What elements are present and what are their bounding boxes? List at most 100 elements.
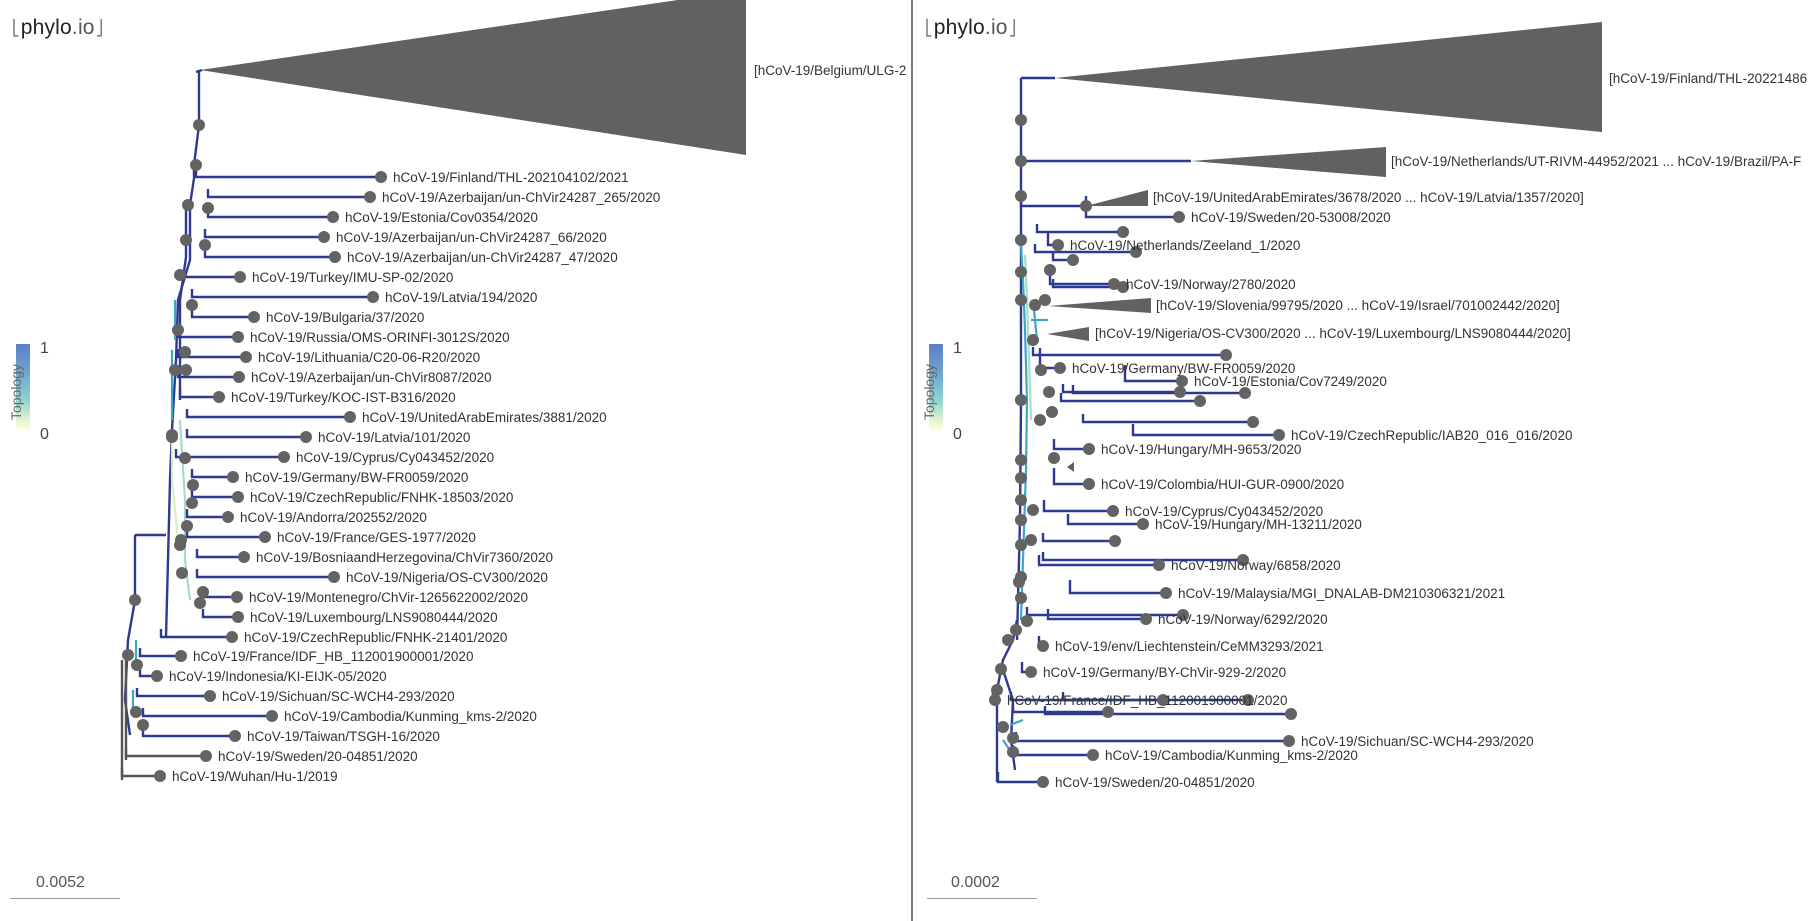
leaf-label[interactable]: hCoV-19/Netherlands/Zeeland_1/2020: [1070, 238, 1300, 253]
tree-node[interactable]: [1273, 429, 1285, 441]
tree-node[interactable]: [179, 452, 191, 464]
leaf-label[interactable]: hCoV-19/Montenegro/ChVir-1265622002/2020: [249, 590, 528, 605]
tree-node[interactable]: [175, 534, 187, 546]
leaf-label[interactable]: hCoV-19/Sweden/20-04851/2020: [1055, 775, 1255, 790]
tree-node[interactable]: [174, 269, 186, 281]
collapsed-clade-label[interactable]: [hCoV-19/UnitedArabEmirates/3678/2020 ..…: [1153, 190, 1584, 205]
tree-node[interactable]: [179, 346, 191, 358]
leaf-label[interactable]: hCoV-19/Cambodia/Kunming_kms-2/2020: [284, 709, 537, 724]
tree-node[interactable]: [1067, 254, 1079, 266]
branch[interactable]: [176, 349, 246, 359]
leaf-label[interactable]: hCoV-19/Russia/OMS-ORINFI-3012S/2020: [250, 330, 510, 345]
leaf-label[interactable]: hCoV-19/Latvia/194/2020: [385, 290, 537, 305]
tree-node[interactable]: [187, 479, 199, 491]
tree-node[interactable]: [190, 159, 202, 171]
tree-node[interactable]: [186, 497, 198, 509]
branch[interactable]: [1081, 414, 1253, 424]
tree-node[interactable]: [1140, 613, 1152, 625]
tree-node[interactable]: [1048, 452, 1060, 464]
tree-node[interactable]: [129, 594, 141, 606]
tree-node[interactable]: [278, 451, 290, 463]
tree-node[interactable]: [1237, 554, 1249, 566]
leaf-label[interactable]: hCoV-19/Latvia/101/2020: [318, 430, 470, 445]
tree-node[interactable]: [1153, 559, 1165, 571]
tree-node[interactable]: [318, 231, 330, 243]
tree-node[interactable]: [232, 611, 244, 623]
branch[interactable]: [1061, 384, 1180, 394]
leaf-label[interactable]: hCoV-19/Germany/BW-FR0059/2020: [1072, 361, 1295, 376]
branch[interactable]: [1046, 609, 1146, 621]
leaf-label[interactable]: hCoV-19/Norway/6292/2020: [1158, 612, 1328, 627]
tree-node[interactable]: [1160, 587, 1172, 599]
branch[interactable]: [159, 629, 232, 639]
collapsed-clade-triangle[interactable]: [1055, 22, 1602, 132]
collapsed-clade-triangle[interactable]: [1067, 462, 1074, 472]
tree-node[interactable]: [1044, 264, 1056, 276]
leaf-label[interactable]: hCoV-19/CzechRepublic/IAB20_016_016/2020: [1291, 428, 1572, 443]
leaf-label[interactable]: hCoV-19/Azerbaijan/un-ChVir24287_47/2020: [347, 250, 618, 265]
branch[interactable]: [124, 748, 206, 758]
collapsed-clade-triangle[interactable]: [200, 0, 746, 155]
leaf-label[interactable]: hCoV-19/Colombia/HUI-GUR-0900/2020: [1101, 477, 1344, 492]
leaf-label[interactable]: hCoV-19/Sweden/20-04851/2020: [218, 749, 418, 764]
branch[interactable]: [178, 389, 219, 399]
branch[interactable]: [1037, 555, 1159, 567]
tree-node[interactable]: [180, 234, 192, 246]
branch[interactable]: [185, 509, 228, 519]
branch[interactable]: [203, 249, 335, 259]
tree-node[interactable]: [1174, 386, 1186, 398]
collapsed-clade-triangle[interactable]: [1047, 327, 1089, 341]
phylogenetic-tree-left[interactable]: [hCoV-19/Belgium/ULG-2 hCoV-19/Finland/T…: [0, 0, 911, 921]
tree-node[interactable]: [1194, 395, 1206, 407]
tree-node[interactable]: [1137, 518, 1149, 530]
tree-node[interactable]: [1025, 534, 1037, 546]
tree-node[interactable]: [233, 371, 245, 383]
branch[interactable]: [190, 489, 238, 499]
tree-node[interactable]: [1039, 294, 1051, 306]
tree-node[interactable]: [234, 271, 246, 283]
tree-node[interactable]: [1108, 278, 1120, 290]
tree-node[interactable]: [1107, 505, 1119, 517]
branch[interactable]: [190, 289, 373, 299]
tree-node[interactable]: [1083, 443, 1095, 455]
branch[interactable]: [1041, 552, 1243, 562]
branch[interactable]: [190, 469, 233, 479]
tree-node[interactable]: [200, 750, 212, 762]
tree-node[interactable]: [1117, 226, 1129, 238]
leaf-label[interactable]: hCoV-19/Hungary/MH-13211/2020: [1155, 517, 1362, 532]
branch[interactable]: [195, 569, 334, 579]
branch[interactable]: [1042, 500, 1113, 513]
tree-node[interactable]: [1002, 634, 1014, 646]
tree-node[interactable]: [232, 491, 244, 503]
branch[interactable]: [1033, 244, 1136, 254]
branch[interactable]: [1041, 533, 1115, 543]
branch[interactable]: [203, 229, 324, 239]
tree-node[interactable]: [997, 721, 1009, 733]
tree-node[interactable]: [227, 471, 239, 483]
tree-node[interactable]: [1034, 414, 1046, 426]
leaf-label[interactable]: hCoV-19/Hungary/MH-9653/2020: [1101, 442, 1301, 457]
tree-node[interactable]: [1015, 234, 1027, 246]
leaf-label[interactable]: hCoV-19/Cyprus/Cy043452/2020: [296, 450, 494, 465]
branch[interactable]: [141, 708, 272, 718]
tree-node[interactable]: [1037, 640, 1049, 652]
leaf-label[interactable]: hCoV-19/Sichuan/SC-WCH4-293/2020: [222, 689, 455, 704]
tree-node[interactable]: [375, 171, 387, 183]
tree-node[interactable]: [1015, 394, 1027, 406]
tree-node[interactable]: [240, 351, 252, 363]
branch[interactable]: [138, 648, 181, 658]
tree-node[interactable]: [1007, 746, 1019, 758]
tree-node[interactable]: [204, 690, 216, 702]
leaf-label[interactable]: hCoV-19/Azerbaijan/un-ChVir8087/2020: [251, 370, 492, 385]
tree-node[interactable]: [367, 291, 379, 303]
branch[interactable]: [1066, 514, 1143, 526]
branch[interactable]: [1043, 706, 1291, 716]
tree-node[interactable]: [300, 431, 312, 443]
branch[interactable]: [185, 429, 306, 439]
tree-node[interactable]: [131, 659, 143, 671]
leaf-label[interactable]: hCoV-19/Finland/THL-202104102/2021: [393, 170, 629, 185]
tree-node[interactable]: [1015, 454, 1027, 466]
tree-node[interactable]: [1015, 514, 1027, 526]
leaf-label[interactable]: hCoV-19/Malaysia/MGI_DNALAB-DM210306321/…: [1178, 586, 1505, 601]
collapsed-clade-label[interactable]: [hCoV-19/Slovenia/99795/2020 ... hCoV-19…: [1156, 298, 1560, 313]
